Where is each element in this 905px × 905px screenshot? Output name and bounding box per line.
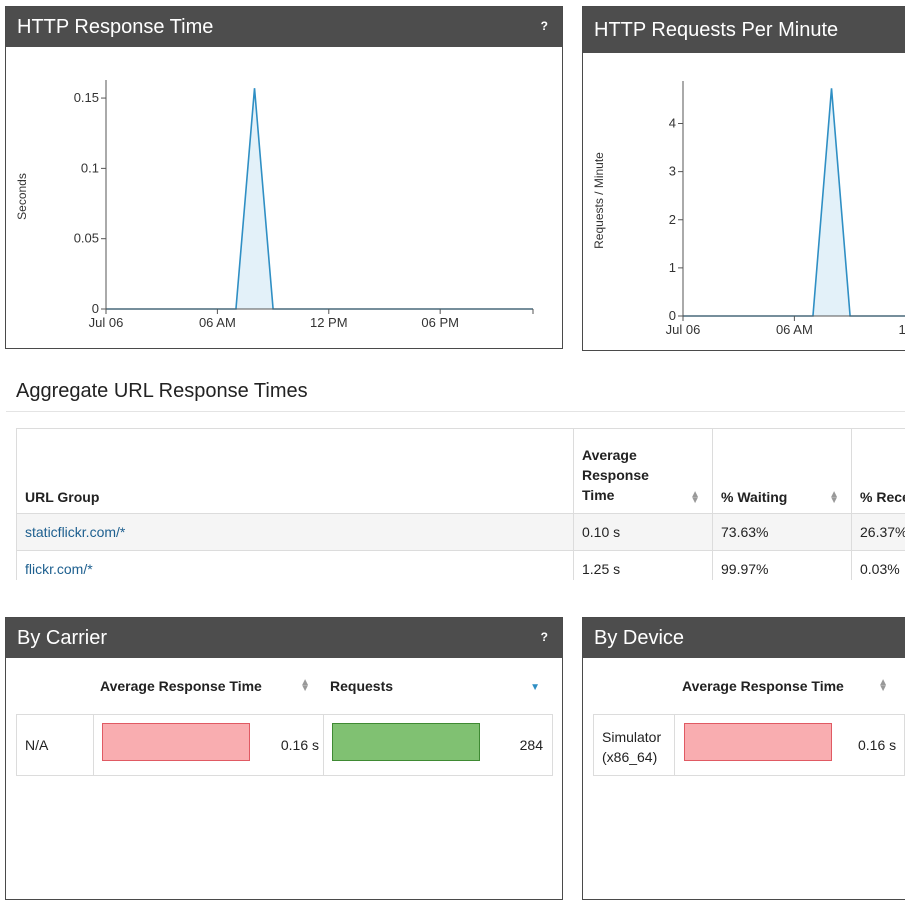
by-device-title: By Device <box>594 626 685 649</box>
y-tick-label: 3 <box>669 164 676 179</box>
sort-icon: ▲ ▼ <box>829 489 839 506</box>
column-header-waiting[interactable]: % Waiting ▲ ▼ <box>712 428 852 514</box>
requests-per-minute-title: HTTP Requests Per Minute <box>594 18 839 41</box>
avg-response-time-value: 0.16 s <box>280 737 319 753</box>
requests-per-minute-panel: HTTP Requests Per Minute Requests / Minu… <box>582 6 905 351</box>
url-group-link[interactable]: staticflickr.com/* <box>25 524 126 540</box>
cell-divider <box>93 715 94 775</box>
table-row: N/A 0.16 s 284 <box>16 714 553 776</box>
x-tick-label: 12 PM <box>310 315 348 330</box>
column-header-avg-response-time[interactable]: Average Response Time ▲ ▼ <box>682 677 888 695</box>
sort-desc-icon: ▼ <box>530 682 540 693</box>
requests-per-minute-panel-header: HTTP Requests Per Minute <box>583 7 905 53</box>
help-icon[interactable]: ? <box>540 19 548 33</box>
column-header-url-group[interactable]: URL Group <box>16 428 574 514</box>
y-tick-label: 0 <box>92 301 99 316</box>
avg-response-time-cell: 0.10 s <box>573 513 713 551</box>
receiving-cell: 26.37% <box>851 513 905 551</box>
waiting-cell: 99.97% <box>712 550 852 580</box>
series-area <box>106 88 533 309</box>
y-axis-label: Seconds <box>15 173 29 220</box>
column-header-receiving[interactable]: % Receiving <box>851 428 905 514</box>
aggregate-section-title: Aggregate URL Response Times <box>16 380 308 402</box>
column-header-avg-response-time[interactable]: Average Response Time ▲ ▼ <box>573 428 713 514</box>
x-tick-label: 06 AM <box>776 322 813 337</box>
x-tick-label: 06 AM <box>199 315 236 330</box>
response-time-chart: Seconds 0 0.05 0.1 0.15 Jul 06 06 AM 12 PM 06 PM <box>15 80 534 330</box>
table-row: flickr.com/* 1.25 s 99.97% 0.03% <box>16 550 905 580</box>
requests-bar <box>332 723 480 761</box>
series-line <box>106 88 533 310</box>
sort-icon: ▲ ▼ <box>300 677 310 694</box>
by-carrier-panel-header: By Carrier ? <box>6 618 562 658</box>
y-tick-label: 0.1 <box>81 160 99 175</box>
cell-divider <box>323 715 324 775</box>
table-row: staticflickr.com/* 0.10 s 73.63% 26.37% <box>16 513 905 551</box>
device-name: Simulator (x86_64) <box>602 729 662 765</box>
carrier-name: N/A <box>25 737 49 753</box>
y-axis-label: Requests / Minute <box>592 152 606 249</box>
avg-response-time-value: 0.16 s <box>858 737 897 753</box>
aggregate-divider <box>6 411 905 412</box>
column-header-requests[interactable]: Requests ▼ <box>330 678 540 694</box>
column-header-avg-response-time[interactable]: Average Response Time ▲ ▼ <box>100 677 310 695</box>
y-tick-label: 0 <box>669 308 676 323</box>
waiting-cell: 73.63% <box>712 513 852 551</box>
y-tick-label: 2 <box>669 212 676 227</box>
aggregate-table: URL Group Average Response Time ▲ ▼ % Wai… <box>16 428 905 580</box>
by-device-panel: By Device Average Response Time ▲ ▼ Simul… <box>582 617 905 900</box>
cell-divider <box>674 715 675 775</box>
avg-response-time-cell: 1.25 s <box>573 550 713 580</box>
table-row: Simulator (x86_64) 0.16 s <box>593 714 905 776</box>
by-device-panel-header: By Device <box>583 618 905 658</box>
by-carrier-title: By Carrier <box>17 626 108 649</box>
x-tick-label: 12 <box>899 322 905 337</box>
sort-icon: ▲ ▼ <box>690 489 700 506</box>
response-time-title: HTTP Response Time <box>17 15 214 38</box>
requests-value: 284 <box>519 737 543 753</box>
avg-response-time-bar <box>684 723 832 761</box>
x-tick-label: 06 PM <box>421 315 459 330</box>
aggregate-table-container: URL Group Average Response Time ▲ ▼ % Wai… <box>16 428 905 580</box>
series-line <box>683 88 905 317</box>
receiving-cell: 0.03% <box>851 550 905 580</box>
y-tick-label: 0.15 <box>74 90 99 105</box>
response-time-panel-header: HTTP Response Time ? <box>6 7 562 47</box>
response-time-panel: HTTP Response Time ? Seconds 0 0.05 0.1 0.15… <box>5 6 563 349</box>
y-tick-label: 1 <box>669 260 676 275</box>
x-tick-label: Jul 06 <box>666 322 701 337</box>
sort-icon: ▲ ▼ <box>878 677 888 694</box>
x-tick-label: Jul 06 <box>89 315 124 330</box>
aggregate-table-header: URL Group Average Response Time ▲ ▼ % Wai… <box>16 428 905 514</box>
series-area <box>683 88 905 316</box>
by-carrier-panel: By Carrier ? Average Response Time ▲ ▼ Re… <box>5 617 563 900</box>
help-icon[interactable]: ? <box>540 630 548 644</box>
y-tick-label: 4 <box>669 116 676 131</box>
url-group-link[interactable]: flickr.com/* <box>25 561 93 577</box>
y-tick-label: 0.05 <box>74 231 99 246</box>
avg-response-time-bar <box>102 723 250 761</box>
